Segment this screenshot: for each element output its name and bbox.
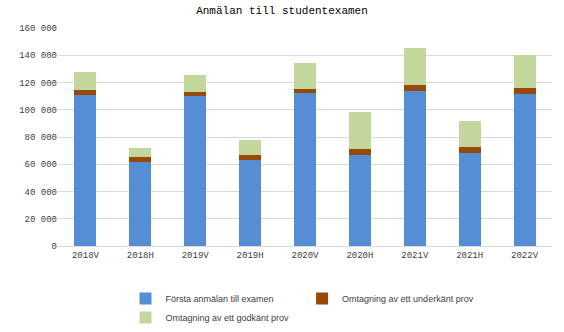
svg-text:0: 0 xyxy=(52,242,57,252)
svg-text:2021V: 2021V xyxy=(401,251,429,261)
svg-text:2018H: 2018H xyxy=(127,251,154,261)
svg-text:2021H: 2021H xyxy=(456,251,483,261)
svg-text:140 000: 140 000 xyxy=(19,51,57,61)
svg-text:Första anmälan till examen: Första anmälan till examen xyxy=(166,294,274,304)
svg-text:Omtagning av ett godkänt prov: Omtagning av ett godkänt prov xyxy=(166,313,290,323)
svg-text:160 000: 160 000 xyxy=(19,24,57,34)
svg-text:100 000: 100 000 xyxy=(19,106,57,116)
svg-text:40 000: 40 000 xyxy=(25,188,57,198)
svg-text:2018V: 2018V xyxy=(72,251,100,261)
svg-text:120 000: 120 000 xyxy=(19,79,57,89)
svg-text:2020V: 2020V xyxy=(291,251,319,261)
svg-text:60 000: 60 000 xyxy=(25,160,57,170)
svg-text:Anmälan till studentexamen: Anmälan till studentexamen xyxy=(196,5,368,17)
svg-text:2019V: 2019V xyxy=(182,251,210,261)
svg-text:Omtagning av ett underkänt pro: Omtagning av ett underkänt prov xyxy=(342,294,474,304)
svg-text:20 000: 20 000 xyxy=(25,215,57,225)
svg-text:2022V: 2022V xyxy=(511,251,539,261)
svg-text:2020H: 2020H xyxy=(346,251,373,261)
svg-text:80 000: 80 000 xyxy=(25,133,57,143)
svg-text:2019H: 2019H xyxy=(237,251,264,261)
